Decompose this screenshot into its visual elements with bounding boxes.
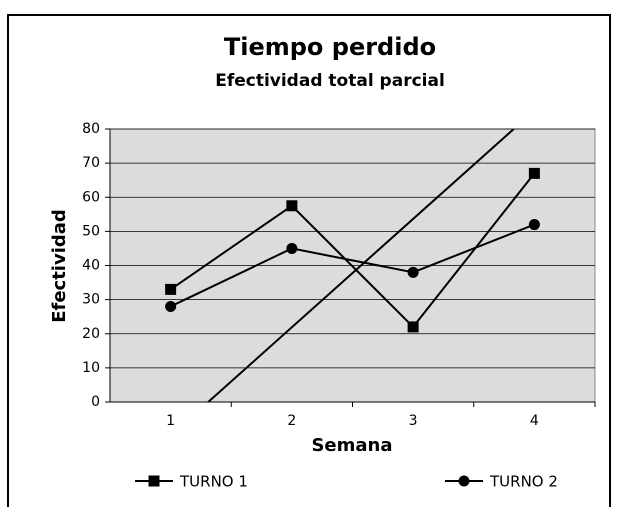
y-tick-label: 70 xyxy=(82,155,100,171)
marker xyxy=(286,200,298,212)
marker xyxy=(528,167,540,179)
y-tick-label: 80 xyxy=(82,121,100,137)
legend-label: TURNO 1 xyxy=(179,473,248,491)
y-tick-label: 40 xyxy=(82,258,100,274)
marker xyxy=(286,242,298,254)
chart-subtitle: Efectividad total parcial xyxy=(215,71,445,91)
legend-label: TURNO 2 xyxy=(489,473,558,491)
x-axis-label: Semana xyxy=(311,435,392,456)
legend-marker xyxy=(458,475,470,487)
plot-clip xyxy=(207,129,515,402)
y-axis-label: Efectividad xyxy=(49,209,70,323)
y-tick-label: 50 xyxy=(82,223,100,239)
y-tick-label: 60 xyxy=(82,189,100,205)
y-tick-label: 10 xyxy=(82,360,100,376)
x-tick-label: 2 xyxy=(287,413,296,429)
marker xyxy=(407,321,419,333)
legend-marker xyxy=(148,475,160,487)
series-line xyxy=(170,172,536,329)
chart-title: Tiempo perdido xyxy=(224,33,436,61)
marker xyxy=(165,300,177,312)
marker xyxy=(528,219,540,231)
trend-line xyxy=(207,129,515,402)
chart-border xyxy=(7,14,611,507)
x-tick-label: 4 xyxy=(530,413,539,429)
x-tick-label: 1 xyxy=(166,413,175,429)
y-tick-label: 20 xyxy=(82,326,100,342)
y-tick-label: 0 xyxy=(91,394,100,410)
marker xyxy=(165,283,177,295)
marker xyxy=(407,266,419,278)
y-tick-label: 30 xyxy=(82,292,100,308)
series-line xyxy=(170,223,535,308)
x-tick-label: 3 xyxy=(409,413,418,429)
